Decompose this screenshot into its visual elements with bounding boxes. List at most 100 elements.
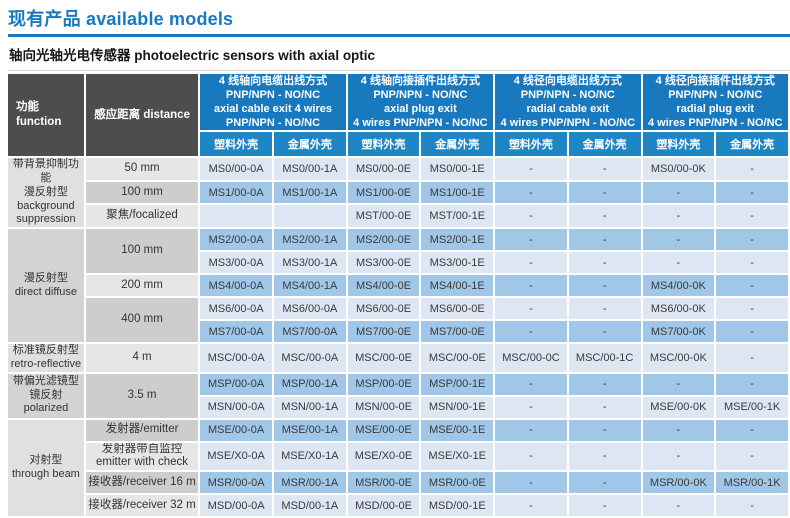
model-cell: MS0/00-0E <box>347 158 420 180</box>
metal-housing-subheader: 金属外壳 <box>421 132 494 157</box>
distance-cell: 发射器/emitter <box>85 419 199 441</box>
model-cell: MSN/00-1E <box>421 396 494 418</box>
distance-cell: 200 mm <box>85 275 199 297</box>
model-cell <box>273 205 346 228</box>
table-row: MS7/00-0A MS7/00-0A MS7/00-0E MS7/00-0E - - MS… <box>8 321 788 343</box>
plastic-housing-subheader: 塑料外壳 <box>495 132 567 157</box>
model-cell: - <box>568 158 641 180</box>
model-cell: MS3/00-1A <box>273 252 346 274</box>
text-line: axial cable exit 4 wires <box>213 103 332 116</box>
distance-cell: 100 mm <box>85 181 199 204</box>
model-cell: MS6/00-0A <box>273 298 346 320</box>
model-cell: - <box>716 373 788 395</box>
function-cell: 带背景抑制功能 漫反射型 background suppression <box>8 158 84 228</box>
metal-housing-subheader: 金属外壳 <box>273 132 346 157</box>
model-cell: MSE/X0-1A <box>273 442 346 471</box>
text-line: 发射器/emitter <box>105 423 179 436</box>
model-cell: MS3/00-1E <box>421 252 494 274</box>
function-cell: 漫反射型 direct diffuse <box>8 229 84 343</box>
model-cell: MS6/00-0K <box>642 298 715 320</box>
model-cell: MSP/00-1E <box>421 373 494 395</box>
text-line: 漫反射型 <box>23 185 68 198</box>
model-cell: MSP/00-1A <box>273 373 346 395</box>
table-row: 200 mm MS4/00-0A MS4/00-1A MS4/00-0E MS4/00-… <box>8 275 788 297</box>
table-head: 功能 function 感应距离 distance 4 线轴向电缆出线方式 PNP/NP… <box>8 74 788 157</box>
text-line: 3.5 m <box>127 388 157 401</box>
group-header-3: 4 线径向电缆出线方式 PNP/NPN - NO/NC radial cable e… <box>495 74 641 131</box>
metal-housing-subheader: 金属外壳 <box>716 132 788 157</box>
model-cell: MS4/00-0A <box>200 275 272 297</box>
text-line: 4 m <box>132 350 152 363</box>
page-subtitle: 轴向光轴光电传感器 photoelectric sensors with axi… <box>9 44 790 71</box>
text-line: radial cable exit <box>526 103 610 116</box>
function-cell: 对射型 through beam <box>8 419 84 517</box>
model-cell: - <box>568 205 641 228</box>
model-cell: MSE/00-1E <box>421 419 494 441</box>
text-line: 4 wires PNP/NPN - NO/NC <box>500 117 636 130</box>
model-cell: MS4/00-0K <box>642 275 715 297</box>
text-line: PNP/NPN - NO/NC <box>668 89 763 102</box>
model-cell: - <box>568 275 641 297</box>
group-header-1: 4 线轴向电缆出线方式 PNP/NPN - NO/NC axial cable ex… <box>200 74 346 131</box>
table-row: 接收器/receiver 16 m MSR/00-0A MSR/00-1A MSR/0… <box>8 472 788 494</box>
text-line: axial plug exit <box>384 103 457 116</box>
model-cell: - <box>495 419 567 441</box>
page-title: 现有产品 available models <box>8 9 234 29</box>
model-cell: - <box>568 495 641 517</box>
table-body: 带背景抑制功能 漫反射型 background suppression 50 mm MS0… <box>8 158 788 517</box>
text-line: PNP/NPN - NO/NC <box>373 89 468 102</box>
text-line: PNP/NPN - NO/NC <box>225 117 321 130</box>
model-cell: MS0/00-1E <box>421 158 494 180</box>
model-cell: MS3/00-0A <box>200 252 272 274</box>
model-cell: MS7/00-0K <box>642 321 715 343</box>
model-cell: MS2/00-0E <box>347 229 420 251</box>
model-cell: - <box>716 252 788 274</box>
model-cell: MS1/00-0E <box>347 181 420 204</box>
text-line: 带背景抑制功能 <box>12 158 79 185</box>
model-cell: MS6/00-0A <box>200 298 272 320</box>
model-cell: MSC/00-1C <box>568 344 641 372</box>
model-cell: - <box>642 205 715 228</box>
text-line: 50 mm <box>124 162 160 175</box>
model-cell: MSE/00-0K <box>642 396 715 418</box>
text-line: 4 wires PNP/NPN - NO/NC <box>648 117 783 130</box>
model-cell: MST/00-0E <box>347 205 420 228</box>
text-line: 对射型 <box>29 454 63 467</box>
plastic-housing-subheader: 塑料外壳 <box>200 132 272 157</box>
text-line: 功能 <box>16 101 39 114</box>
model-cell <box>200 205 272 228</box>
text-line: 4 线径向电缆出线方式 <box>513 75 622 87</box>
model-cell: - <box>642 229 715 251</box>
model-cell: MSC/00-0E <box>347 344 420 372</box>
model-cell: MSC/00-0A <box>273 344 346 372</box>
model-cell: - <box>495 181 567 204</box>
model-cell: MS1/00-1A <box>273 181 346 204</box>
model-cell: - <box>568 298 641 320</box>
model-cell: - <box>568 419 641 441</box>
model-cell: MSD/00-1E <box>421 495 494 517</box>
model-cell: MSR/00-1A <box>273 472 346 494</box>
text-line: 标准镜反射型 <box>12 344 79 357</box>
model-cell: MS0/00-0A <box>200 158 272 180</box>
table-row: 对射型 through beam 发射器/emitter MSE/00-0A MSE/0… <box>8 419 788 517</box>
header-row-groups: 功能 function 感应距离 distance 4 线轴向电缆出线方式 PNP/NP… <box>8 74 788 157</box>
model-cell: - <box>716 298 788 320</box>
model-cell: MSN/00-1A <box>273 396 346 418</box>
model-cell: - <box>716 275 788 297</box>
model-cell: - <box>495 396 567 418</box>
model-cell: MSE/00-1K <box>716 396 788 418</box>
model-cell: MSN/00-0A <box>200 396 272 418</box>
model-cell: MST/00-1E <box>421 205 494 228</box>
text-line: PNP/NPN - NO/NC <box>520 89 615 102</box>
table-row: 发射器带自监控 emitter with check MSE/X0-0A MSE/X0… <box>8 442 788 471</box>
model-cell: MSC/00-0E <box>421 344 494 372</box>
model-cell: MSR/00-0A <box>200 472 272 494</box>
model-cell: MSE/X0-1E <box>421 442 494 471</box>
table-row: 标准镜反射型 retro-reflective 4 m MSC/00-0A MSC/00… <box>8 344 788 372</box>
model-cell: - <box>495 321 567 343</box>
model-cell: MSR/00-1K <box>716 472 788 494</box>
model-cell: - <box>716 442 788 471</box>
distance-cell: 400 mm <box>85 298 199 343</box>
distance-cell: 50 mm <box>85 158 199 180</box>
model-cell: - <box>495 373 567 395</box>
